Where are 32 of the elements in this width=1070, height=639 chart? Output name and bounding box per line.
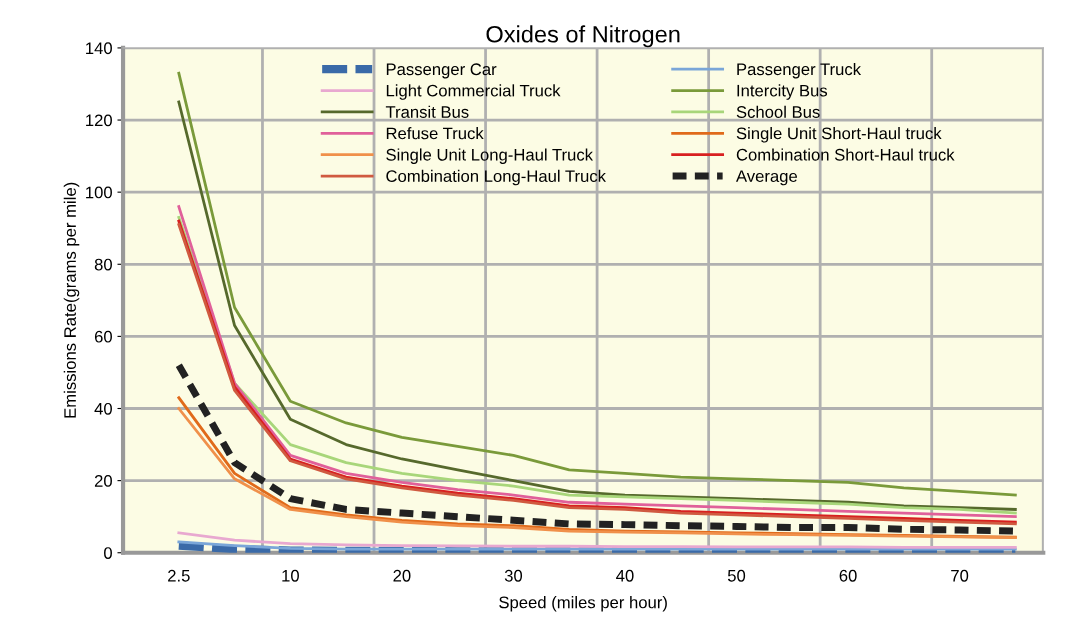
y-tick-label: 0: [104, 547, 112, 559]
legend-label: Single Unit Long-Haul Truck: [386, 148, 594, 164]
y-tick-label: 100: [86, 186, 112, 199]
legend-label: Combination Long-Haul Truck: [386, 169, 606, 186]
y-tick-label: 120: [86, 114, 112, 127]
legend-label: Passenger Truck: [737, 62, 862, 79]
line-series: [177, 531, 1017, 549]
y-tick-label: 60: [94, 330, 112, 343]
y-tick-label: 80: [94, 258, 112, 271]
x-tick-label: 30: [504, 569, 523, 582]
y-tick-label: 140: [86, 42, 112, 55]
legend-label: Average: [736, 170, 798, 186]
legend-label: Transit Bus: [385, 105, 469, 118]
y-tick-label: 20: [94, 475, 112, 487]
x-tick-label: 10: [282, 569, 299, 582]
legend-label: Light Commercial Truck: [386, 84, 561, 100]
x-tick-label: 2.5: [168, 569, 190, 582]
legend-label: Intercity Bus: [737, 84, 828, 100]
legend-label: Passenger Car: [386, 63, 497, 79]
legend-label: Combination Short-Haul truck: [736, 148, 955, 161]
legend-label: Refuse Truck: [386, 127, 484, 140]
chart-title: Oxides of Nitrogen: [486, 25, 680, 48]
y-axis-title: Emissions Rate(grams per mile): [63, 182, 80, 418]
x-tick-label: 70: [951, 569, 969, 582]
y-tick-label: 40: [94, 402, 112, 415]
x-tick-label: 20: [393, 569, 411, 582]
x-tick-label: 50: [727, 569, 746, 582]
x-tick-label: 60: [839, 569, 857, 582]
x-tick-label: 40: [616, 569, 634, 582]
x-axis-title: Speed (miles per hour): [499, 596, 667, 612]
legend-label: School Bus: [736, 105, 820, 118]
legend-label: Single Unit Short-Haul truck: [736, 127, 942, 143]
